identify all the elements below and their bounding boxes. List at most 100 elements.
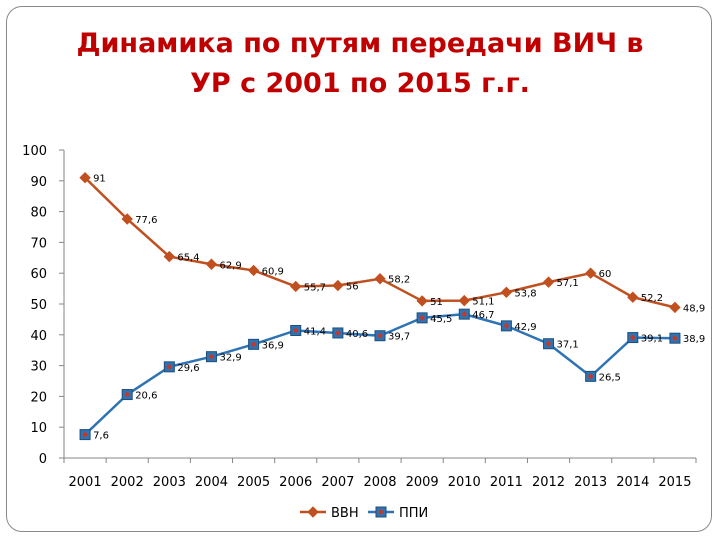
vvn-point — [374, 273, 386, 285]
vvn-point — [627, 291, 639, 303]
y-tick-label: 80 — [30, 206, 47, 221]
x-tick-label: 2015 — [658, 475, 691, 490]
vvn-point — [332, 279, 344, 292]
vvn-data-label: 56 — [346, 282, 359, 293]
ppi-data-label: 40,6 — [346, 329, 368, 340]
vvn-data-label: 55,7 — [304, 282, 326, 293]
ppi-data-label: 45,5 — [430, 314, 452, 325]
vvn-data-label: 62,9 — [219, 260, 241, 271]
x-tick-label: 2005 — [237, 475, 270, 490]
ppi-point-center — [419, 314, 426, 321]
ppi-data-label: 38,9 — [683, 334, 705, 345]
ppi-data-label: 39,7 — [388, 332, 410, 343]
vvn-data-label: 58,2 — [388, 275, 410, 286]
vvn-data-label: 48,9 — [683, 303, 705, 314]
ppi-point-center — [166, 363, 173, 370]
vvn-point — [669, 301, 681, 314]
slide-title: Динамика по путям передачи ВИЧ в УР с 20… — [0, 24, 720, 104]
y-tick-label: 70 — [30, 236, 47, 251]
vvn-point — [79, 172, 91, 184]
vvn-point — [500, 286, 513, 299]
x-tick-label: 2002 — [111, 475, 144, 490]
y-tick-label: 60 — [30, 267, 47, 282]
x-tick-label: 2010 — [448, 475, 481, 490]
vvn-point — [205, 258, 218, 270]
chart-data-labels: 91 77,6 65,4 62,9 60,9 55,7 56 58,2 51 51,1 53,8 57… — [93, 174, 705, 442]
x-tick-label: 2001 — [69, 475, 102, 490]
vvn-data-label: 57,1 — [557, 278, 579, 289]
ppi-data-label: 37,1 — [557, 340, 579, 351]
y-tick-label: 0 — [39, 452, 47, 467]
y-tick-label: 10 — [30, 421, 47, 436]
x-tick-label: 2004 — [195, 475, 228, 490]
ppi-data-label: 29,6 — [177, 363, 199, 374]
vvn-point — [247, 264, 260, 277]
vvn-data-label: 51,1 — [472, 297, 494, 308]
ppi-data-label: 46,7 — [472, 310, 494, 321]
ppi-data-label: 36,9 — [262, 340, 284, 351]
legend-ppi-label: ППИ — [399, 506, 428, 521]
ppi-point-center — [250, 341, 257, 348]
chart-legend: ВВН ППИ — [300, 506, 428, 521]
ppi-data-label: 39,1 — [641, 334, 663, 345]
ppi-data-label: 32,9 — [219, 353, 241, 364]
vvn-point — [290, 280, 302, 293]
ppi-point-center — [545, 340, 552, 347]
x-tick-label: 2012 — [532, 475, 565, 490]
y-tick-label: 30 — [30, 360, 47, 375]
x-tick-label: 2009 — [406, 475, 439, 490]
vvn-data-label: 91 — [93, 174, 106, 185]
title-line-2: УР с 2001 по 2015 г.г. — [190, 68, 530, 99]
y-tick-label: 100 — [22, 144, 47, 159]
y-tick-label: 50 — [30, 298, 47, 313]
ppi-point-center — [503, 322, 510, 329]
ppi-point-center — [671, 335, 678, 342]
vvn-data-label: 77,6 — [135, 215, 157, 226]
vvn-point — [121, 213, 133, 225]
ppi-data-label: 20,6 — [135, 391, 157, 402]
ppi-data-label: 7,6 — [93, 431, 109, 442]
legend-vvn-label: ВВН — [331, 506, 359, 521]
ppi-data-label: 42,9 — [514, 322, 536, 333]
x-tick-label: 2011 — [490, 475, 523, 490]
vvn-point — [416, 295, 428, 307]
ppi-point-center — [377, 332, 383, 339]
y-tick-label: 90 — [30, 175, 47, 190]
ppi-point-center — [334, 329, 341, 336]
chart-series — [79, 172, 681, 441]
ppi-point-center — [378, 509, 384, 515]
x-tick-label: 2014 — [616, 475, 649, 490]
vvn-data-label: 53,8 — [514, 288, 536, 299]
ppi-point-center — [292, 327, 299, 334]
vvn-data-label: 51 — [430, 297, 443, 308]
slide-frame — [6, 6, 712, 532]
x-tick-label: 2008 — [363, 475, 396, 490]
title-line-1: Динамика по путям передачи ВИЧ в — [76, 28, 644, 59]
ppi-point-center — [587, 373, 594, 380]
vvn-data-label: 52,2 — [641, 293, 663, 304]
vvn-series-line — [84, 176, 676, 309]
ppi-data-label: 26,5 — [599, 372, 621, 383]
x-tick-label: 2003 — [153, 475, 186, 490]
vvn-data-label: 65,4 — [177, 253, 199, 264]
vvn-data-label: 60 — [599, 269, 612, 280]
x-tick-label: 2013 — [574, 475, 607, 490]
ppi-point-center — [124, 391, 131, 398]
y-tick-label: 40 — [30, 329, 47, 344]
chart-axes: 0 10 20 30 40 50 60 70 80 90 100 2001 2002 2003 2004 20… — [22, 144, 697, 490]
x-tick-label: 2006 — [279, 475, 312, 490]
vvn-point — [163, 250, 176, 263]
ppi-point-center — [82, 431, 89, 438]
vvn-point — [542, 276, 555, 288]
x-tick-label: 2007 — [321, 475, 354, 490]
ppi-point-center — [461, 311, 468, 318]
ppi-data-label: 41,4 — [304, 326, 326, 337]
vvn-point — [458, 294, 470, 307]
vvn-point — [307, 506, 319, 518]
ppi-point-center — [208, 353, 215, 360]
vvn-data-label: 60,9 — [262, 266, 284, 277]
vvn-point — [584, 267, 597, 279]
y-tick-label: 20 — [30, 390, 47, 405]
ppi-point-center — [629, 334, 636, 341]
